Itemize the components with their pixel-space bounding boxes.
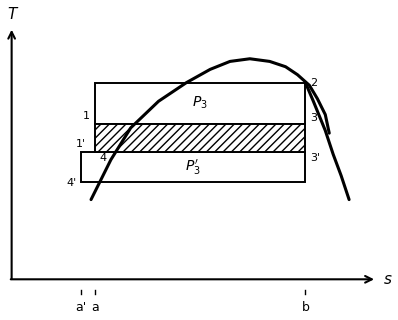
Text: T: T [7,7,16,22]
Text: 1': 1' [75,139,86,148]
Polygon shape [81,152,305,182]
Text: 3': 3' [310,153,320,163]
Text: 2: 2 [310,78,317,88]
Polygon shape [95,83,305,124]
Text: a': a' [76,300,87,314]
Text: $P_3'$: $P_3'$ [185,157,201,177]
Text: 1: 1 [83,111,90,121]
Text: $P_3$: $P_3$ [192,95,208,111]
Polygon shape [95,124,305,152]
Text: a: a [91,300,99,314]
Text: 4: 4 [100,153,107,163]
Text: 3: 3 [310,113,317,123]
Text: 4': 4' [66,178,76,188]
Text: b: b [302,300,309,314]
Text: s: s [384,272,392,287]
